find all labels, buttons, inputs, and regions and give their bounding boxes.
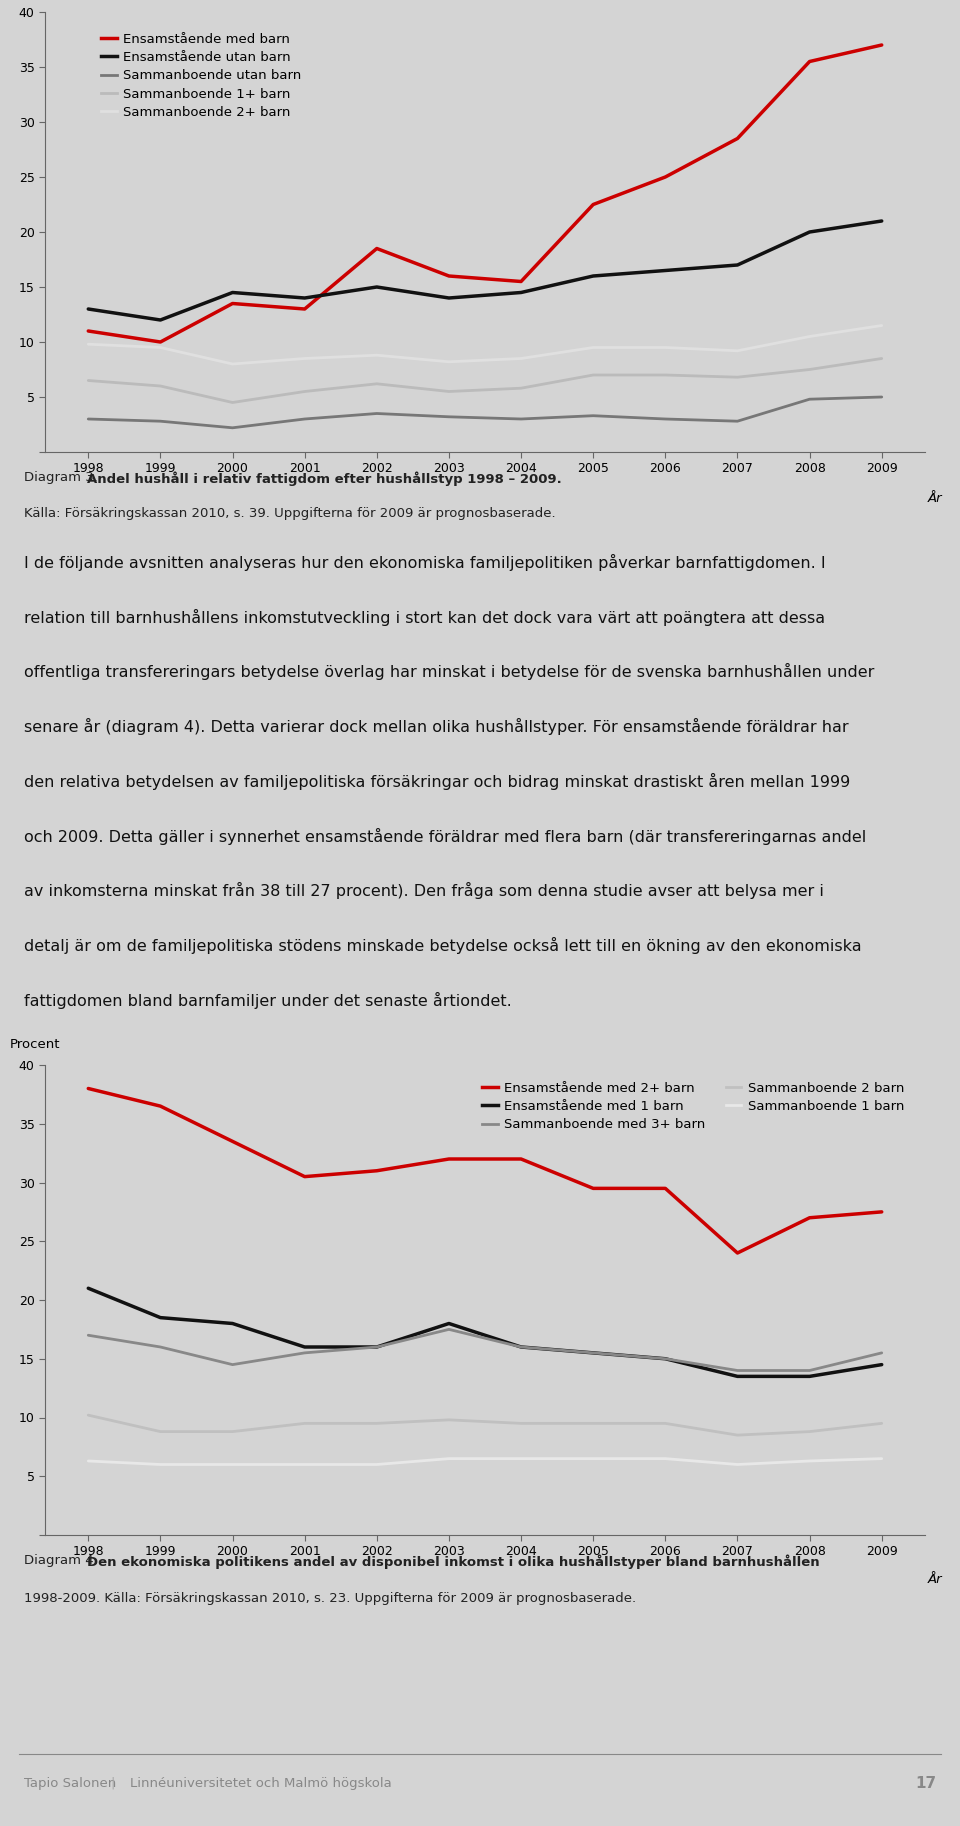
Text: fattigdomen bland barnfamiljer under det senaste årtiondet.: fattigdomen bland barnfamiljer under det…: [24, 992, 512, 1008]
Text: offentliga transfereringars betydelse överlag har minskat i betydelse för de sve: offentliga transfereringars betydelse öv…: [24, 663, 875, 681]
Text: År: År: [928, 1572, 943, 1585]
Text: I de följande avsnitten analyseras hur den ekonomiska familjepolitiken påverkar : I de följande avsnitten analyseras hur d…: [24, 553, 826, 572]
Text: Andel hushåll i relativ fattigdom efter hushållstyp 1998 – 2009.: Andel hushåll i relativ fattigdom efter …: [87, 471, 563, 486]
Text: relation till barnhushållens inkomstutveckling i stort kan det dock vara värt at: relation till barnhushållens inkomstutve…: [24, 608, 826, 626]
Text: |: |: [110, 1777, 115, 1789]
Text: Linnéuniversitetet och Malmö högskola: Linnéuniversitetet och Malmö högskola: [130, 1777, 392, 1789]
Legend: Ensamstående med barn, Ensamstående utan barn, Sammanboende utan barn, Sammanboe: Ensamstående med barn, Ensamstående utan…: [96, 27, 307, 124]
Text: den relativa betydelsen av familjepolitiska försäkringar och bidrag minskat dras: den relativa betydelsen av familjepoliti…: [24, 772, 851, 791]
Text: 1998-2009. Källa: Försäkringskassan 2010, s. 23. Uppgifterna för 2009 är prognos: 1998-2009. Källa: Försäkringskassan 2010…: [24, 1592, 636, 1605]
Text: Tapio Salonen: Tapio Salonen: [24, 1777, 116, 1789]
Text: av inkomsterna minskat från 38 till 27 procent). Den fråga som denna studie avse: av inkomsterna minskat från 38 till 27 p…: [24, 882, 824, 898]
Text: detalj är om de familjepolitiska stödens minskade betydelse också lett till en ö: detalj är om de familjepolitiska stödens…: [24, 937, 862, 953]
Text: senare år (diagram 4). Detta varierar dock mellan olika hushållstyper. För ensam: senare år (diagram 4). Detta varierar do…: [24, 718, 849, 736]
Text: Diagram 4.: Diagram 4.: [24, 1554, 102, 1567]
Text: Diagram 3.: Diagram 3.: [24, 471, 102, 484]
Legend: Ensamstående med 2+ barn, Ensamstående med 1 barn, Sammanboende med 3+ barn, Sam: Ensamstående med 2+ barn, Ensamstående m…: [477, 1076, 910, 1136]
Text: 17: 17: [915, 1775, 936, 1791]
Text: och 2009. Detta gäller i synnerhet ensamstående föräldrar med flera barn (där tr: och 2009. Detta gäller i synnerhet ensam…: [24, 827, 866, 845]
Text: År: År: [928, 491, 943, 504]
Text: Källa: Försäkringskassan 2010, s. 39. Uppgifterna för 2009 är prognosbaserade.: Källa: Försäkringskassan 2010, s. 39. Up…: [24, 508, 556, 520]
Text: Den ekonomiska politikens andel av disponibel inkomst i olika hushållstyper blan: Den ekonomiska politikens andel av dispo…: [87, 1554, 820, 1569]
Text: Procent: Procent: [10, 1037, 60, 1052]
